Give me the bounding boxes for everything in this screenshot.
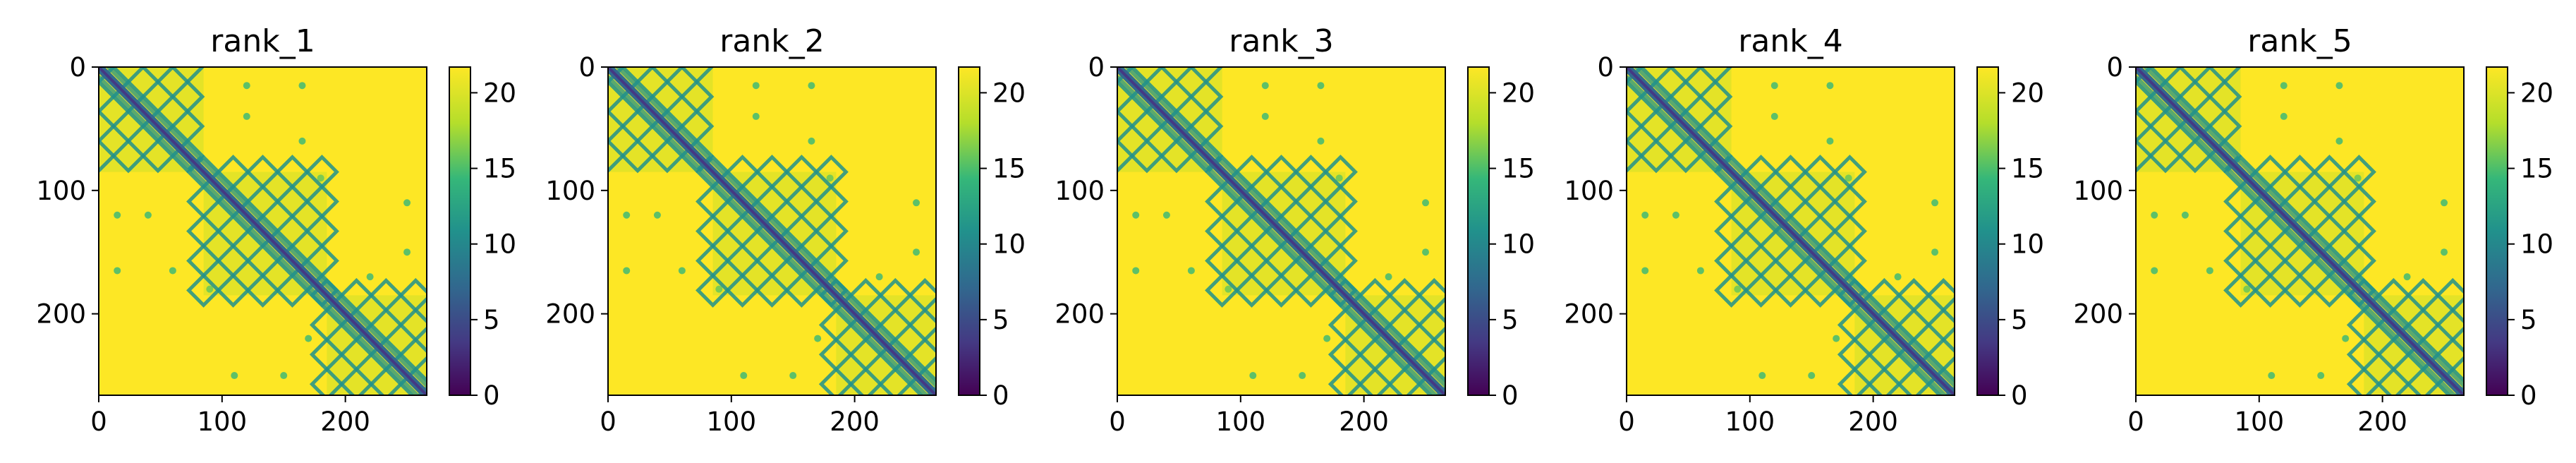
- colorbar-tick-label: 20: [483, 78, 516, 108]
- colorbar-tick-label: 10: [2520, 229, 2553, 260]
- x-tick-label: 0: [600, 407, 616, 437]
- y-tick-label: 100: [1055, 176, 1105, 206]
- axes-frame: [1117, 66, 1446, 396]
- y-tick-label: 100: [545, 176, 595, 206]
- axes-frame: [98, 66, 427, 396]
- axes-frame: [607, 66, 937, 396]
- y-tick-label: 100: [2073, 176, 2123, 206]
- x-tick-label: 0: [1109, 407, 1126, 437]
- x-tick-label: 0: [2127, 407, 2144, 437]
- colorbar-tick-label: 20: [2520, 78, 2553, 108]
- x-tick-label: 100: [1725, 407, 1775, 437]
- x-tick-label: 200: [1848, 407, 1898, 437]
- colorbar: [449, 66, 471, 396]
- colorbar-tick-label: 10: [483, 229, 516, 260]
- heatmap-pattern: [2136, 67, 2464, 395]
- panel-4: 0 100 200 0 100 200 rank_4 0 5 10 15 20: [1564, 23, 2044, 437]
- x-tick-label: 200: [830, 407, 880, 437]
- colorbar-tick-label: 20: [2011, 78, 2044, 108]
- colorbar-tick-label: 15: [1502, 154, 1535, 184]
- x-tick-label: 0: [1618, 407, 1635, 437]
- y-tick-label: 0: [69, 52, 86, 83]
- x-tick-label: 100: [2234, 407, 2284, 437]
- colorbar: [1976, 66, 1999, 396]
- x-tick-label: 100: [197, 407, 247, 437]
- x-tick-label: 100: [1215, 407, 1265, 437]
- panel-title: rank_1: [210, 23, 315, 59]
- colorbar-tick-label: 5: [992, 305, 1009, 335]
- axes-frame: [1626, 66, 1955, 396]
- y-tick-label: 100: [1564, 176, 1614, 206]
- y-tick-label: 200: [545, 299, 595, 330]
- colorbar: [2486, 66, 2508, 396]
- y-tick-label: 200: [36, 299, 86, 330]
- y-tick-label: 0: [1088, 52, 1105, 83]
- y-tick-label: 0: [2106, 52, 2123, 83]
- x-tick-label: 100: [706, 407, 756, 437]
- colorbar-tick-label: 20: [992, 78, 1026, 108]
- colorbar-tick-label: 15: [483, 154, 516, 184]
- colorbar-tick-label: 15: [2011, 154, 2044, 184]
- colorbar: [1467, 66, 1490, 396]
- colorbar-tick-label: 20: [1502, 78, 1535, 108]
- colorbar-tick-label: 10: [2011, 229, 2044, 260]
- colorbar-tick-label: 0: [992, 380, 1009, 411]
- panel-title: rank_2: [719, 23, 824, 59]
- panel-title: rank_3: [1229, 23, 1333, 59]
- x-tick-label: 200: [1339, 407, 1389, 437]
- heatmap-pattern: [608, 67, 936, 395]
- heatmap-pattern: [1117, 67, 1445, 395]
- colorbar-tick-label: 0: [2520, 380, 2537, 411]
- y-tick-label: 100: [36, 176, 86, 206]
- colorbar-tick-label: 15: [2520, 154, 2553, 184]
- heatmap-pattern: [1627, 67, 1955, 395]
- colorbar-tick-label: 0: [1502, 380, 1519, 411]
- panel-2: 0 100 200 0 100 200 rank_2 0 5 10 15 20: [545, 23, 1026, 437]
- panel-title: rank_5: [2247, 23, 2352, 59]
- colorbar-tick-label: 5: [483, 305, 500, 335]
- colorbar-tick-label: 10: [1502, 229, 1535, 260]
- y-tick-label: 0: [578, 52, 595, 83]
- x-tick-label: 200: [2357, 407, 2407, 437]
- colorbar-tick-label: 10: [992, 229, 1026, 260]
- colorbar-tick-label: 0: [483, 380, 500, 411]
- colorbar-tick-label: 15: [992, 154, 1026, 184]
- y-tick-label: 200: [1055, 299, 1105, 330]
- colorbar-tick-label: 0: [2011, 380, 2028, 411]
- colorbar-tick-label: 5: [2520, 305, 2537, 335]
- panel-5: 0 100 200 0 100 200 rank_5 0 5 10 15 20: [2073, 23, 2553, 437]
- panel-1: 0 100 200 0 100 200 rank_1 0 5 10 15 20: [36, 23, 516, 437]
- heatmap-pattern: [99, 67, 427, 395]
- colorbar: [958, 66, 980, 396]
- colorbar-tick-label: 5: [2011, 305, 2028, 335]
- x-tick-label: 0: [90, 407, 107, 437]
- panel-3: 0 100 200 0 100 200 rank_3 0 5 10 15 20: [1055, 23, 1535, 437]
- colorbar-tick-label: 5: [1502, 305, 1519, 335]
- axes-frame: [2135, 66, 2465, 396]
- y-tick-label: 200: [1564, 299, 1614, 330]
- y-tick-label: 0: [1597, 52, 1614, 83]
- panel-title: rank_4: [1738, 23, 1842, 59]
- x-tick-label: 200: [320, 407, 370, 437]
- y-tick-label: 200: [2073, 299, 2123, 330]
